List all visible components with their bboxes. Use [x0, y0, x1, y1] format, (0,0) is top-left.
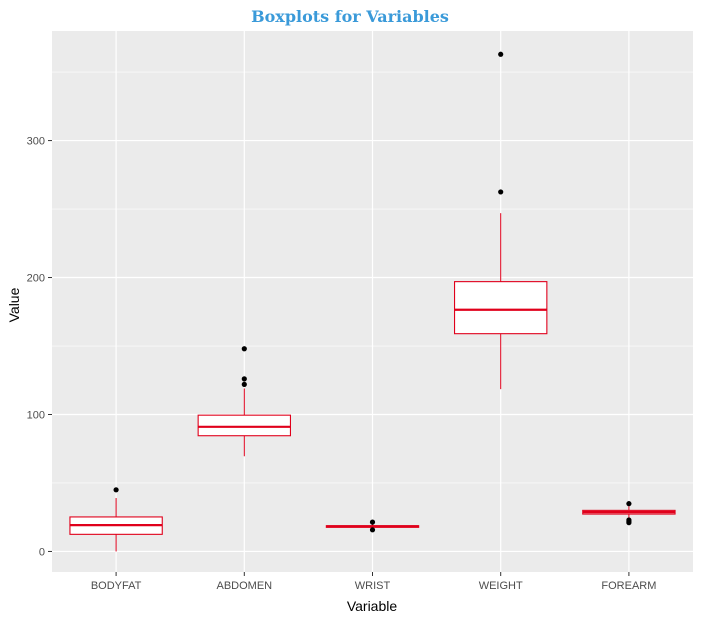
- box-wrist: [325, 519, 420, 533]
- outlier-point: [241, 381, 247, 387]
- box-forearm: [582, 501, 676, 526]
- x-tick-label: FOREARM: [601, 580, 656, 592]
- outlier-point: [113, 487, 119, 493]
- x-tick-label: BODYFAT: [91, 580, 142, 592]
- gridlines: [52, 31, 693, 572]
- y-axis-title: Value: [6, 287, 22, 322]
- x-tick-label: WRIST: [355, 580, 391, 592]
- outlier-point: [369, 519, 376, 525]
- x-axis-ticks: BODYFAT ABDOMEN WRIST WEIGHT FOREARM: [91, 572, 656, 592]
- chart-title: Boxplots for Variables: [251, 7, 449, 26]
- outlier-point: [369, 527, 376, 533]
- box-iqr: [453, 281, 548, 335]
- box-iqr: [197, 414, 292, 437]
- y-tick-label: 0: [39, 546, 45, 558]
- outlier-point: [241, 346, 247, 352]
- y-tick-label: 300: [27, 136, 45, 148]
- outlier-point: [626, 501, 632, 507]
- box-bodyfat: [69, 487, 163, 552]
- x-axis-title: Variable: [347, 598, 398, 614]
- outlier-point: [498, 51, 504, 57]
- boxes-layer: [69, 51, 676, 552]
- outlier-point: [241, 376, 247, 382]
- y-axis-ticks: 0 100 200 300: [27, 136, 52, 558]
- outlier-point: [626, 517, 632, 523]
- x-tick-label: ABDOMEN: [216, 580, 272, 592]
- box-weight: [453, 51, 548, 390]
- x-tick-label: WEIGHT: [479, 580, 523, 592]
- y-tick-label: 200: [27, 273, 45, 285]
- outlier-point: [498, 189, 504, 195]
- box-abdomen: [197, 346, 292, 457]
- y-tick-label: 100: [27, 409, 45, 421]
